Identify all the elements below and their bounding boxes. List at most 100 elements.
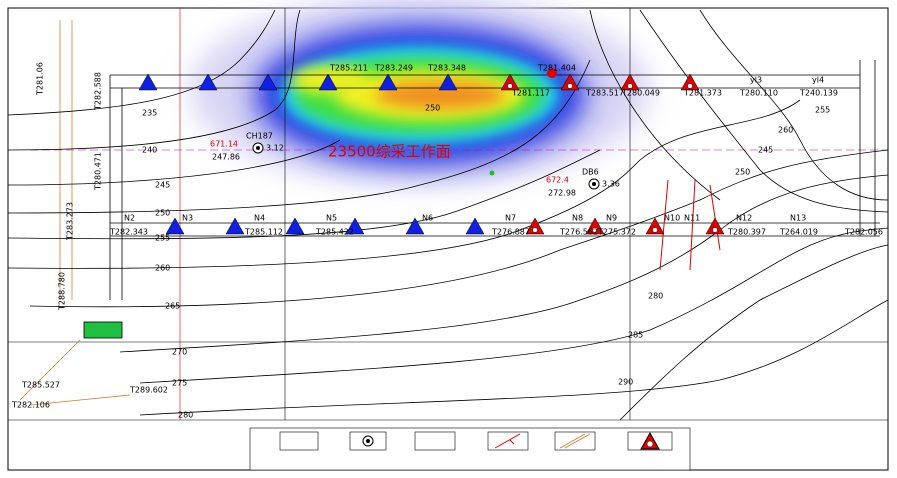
monitor-red (705, 217, 725, 235)
survey-label: T281.06 (36, 62, 45, 96)
station-label: T276.562 (559, 228, 598, 237)
station-label: N2 (124, 214, 135, 223)
contour-label: 280 (178, 411, 193, 420)
station-label: yl3 (750, 76, 762, 85)
station-label: N9 (606, 214, 617, 223)
contour-label: 260 (778, 126, 793, 135)
station-label: T240.139 (799, 89, 838, 98)
station-label: T282.056 (844, 228, 883, 237)
monitor-blue (225, 217, 245, 235)
station-label: N5 (326, 214, 337, 223)
monitor-red (525, 217, 545, 235)
survey-label: T282.106 (11, 401, 50, 410)
station-label: T264.019 (779, 228, 818, 237)
borehole-elev-red: 671.14 (210, 140, 238, 149)
legend (249, 427, 691, 471)
borehole-value: 3.36 (602, 180, 620, 189)
contour-label: 285 (628, 331, 643, 340)
monitor-red (620, 73, 640, 91)
station-label: N4 (254, 214, 265, 223)
borehole-core (592, 182, 596, 186)
station-label: N8 (572, 214, 583, 223)
monitor-dot (567, 83, 573, 89)
station-label: N7 (505, 214, 516, 223)
green-point (489, 170, 495, 176)
borehole-value: 3.12 (266, 144, 284, 153)
contour-label: 235 (142, 109, 157, 118)
contour-label: 280 (648, 292, 663, 301)
contour-label: 260 (155, 264, 170, 273)
roadways (19, 20, 880, 406)
station-label: N10 (664, 214, 680, 223)
station-label: T276.887 (491, 228, 530, 237)
contour-label: 290 (618, 378, 633, 387)
station-label: T283.517 (585, 89, 624, 98)
contour-label: 250 (155, 209, 170, 218)
station-label: T280.397 (727, 228, 766, 237)
station-label: T281.404 (537, 64, 576, 73)
contour-label: 270 (172, 348, 187, 357)
monitor-blue (198, 73, 218, 91)
borehole-name: DB6 (582, 168, 599, 177)
monitor-blue (165, 217, 185, 235)
station-label: N12 (736, 214, 752, 223)
monitor-red (585, 217, 605, 235)
contour-label: 265 (165, 302, 180, 311)
heatmap (190, 0, 650, 185)
monitor-blue (318, 73, 338, 91)
station-label: T285.211 (329, 64, 368, 73)
monitor-blue (438, 73, 458, 91)
station-label: N11 (684, 214, 700, 223)
monitor-blue (258, 73, 278, 91)
station-label: T280.110 (739, 89, 778, 98)
station-label: T283.348 (427, 64, 466, 73)
survey-label: T289.602 (129, 386, 168, 395)
survey-label: T288.780 (58, 272, 67, 311)
borehole-elev: 247.86 (212, 153, 240, 162)
station-label: T285.422 (315, 228, 354, 237)
monitor-blue (465, 217, 485, 235)
survey-label: T280.471 (94, 152, 103, 191)
station-label: T280.049 (621, 89, 660, 98)
monitor-blue (345, 217, 365, 235)
red-point (547, 68, 557, 78)
monitor-red (645, 217, 665, 235)
monitor-dot (532, 227, 538, 233)
station-label: T285.112 (244, 228, 283, 237)
monitor-blue (138, 73, 158, 91)
monitor-blue (285, 217, 305, 235)
contour-label: 255 (815, 106, 830, 115)
station-label: N3 (182, 214, 193, 223)
survey-label: T283.273 (66, 202, 75, 241)
monitor-blue (405, 217, 425, 235)
survey-label: T282.588 (94, 72, 103, 111)
station-label: T281.373 (683, 89, 722, 98)
monitor-dot (592, 227, 598, 233)
station-label: T275.372 (597, 228, 636, 237)
survey-label: T285.527 (21, 381, 60, 390)
contour-label: 275 (172, 379, 187, 388)
monitor-dot (627, 83, 633, 89)
work-face-label: 23500综采工作面 (328, 143, 451, 161)
monitor-dot (507, 83, 513, 89)
station-label: yl4 (812, 76, 824, 85)
station-label: T281.117 (511, 89, 550, 98)
borehole-name: CH187 (246, 132, 273, 141)
borehole-core (256, 146, 260, 150)
monitor-dot (687, 83, 693, 89)
monitor-dot (712, 227, 718, 233)
station-label: T282.343 (109, 228, 148, 237)
contour-label: 245 (758, 146, 773, 155)
contour-label: 255 (155, 234, 170, 243)
station-label: N13 (790, 214, 806, 223)
contour-label: 245 (155, 181, 170, 190)
borehole-elev-red: 672.4 (546, 176, 569, 185)
monitor-red (500, 73, 520, 91)
station-label: N6 (422, 214, 433, 223)
monitor-red (680, 73, 700, 91)
contour-label: 250 (425, 104, 440, 113)
monitor-blue (378, 73, 398, 91)
borehole-elev: 272.98 (548, 189, 576, 198)
station-label: T283.249 (374, 64, 413, 73)
